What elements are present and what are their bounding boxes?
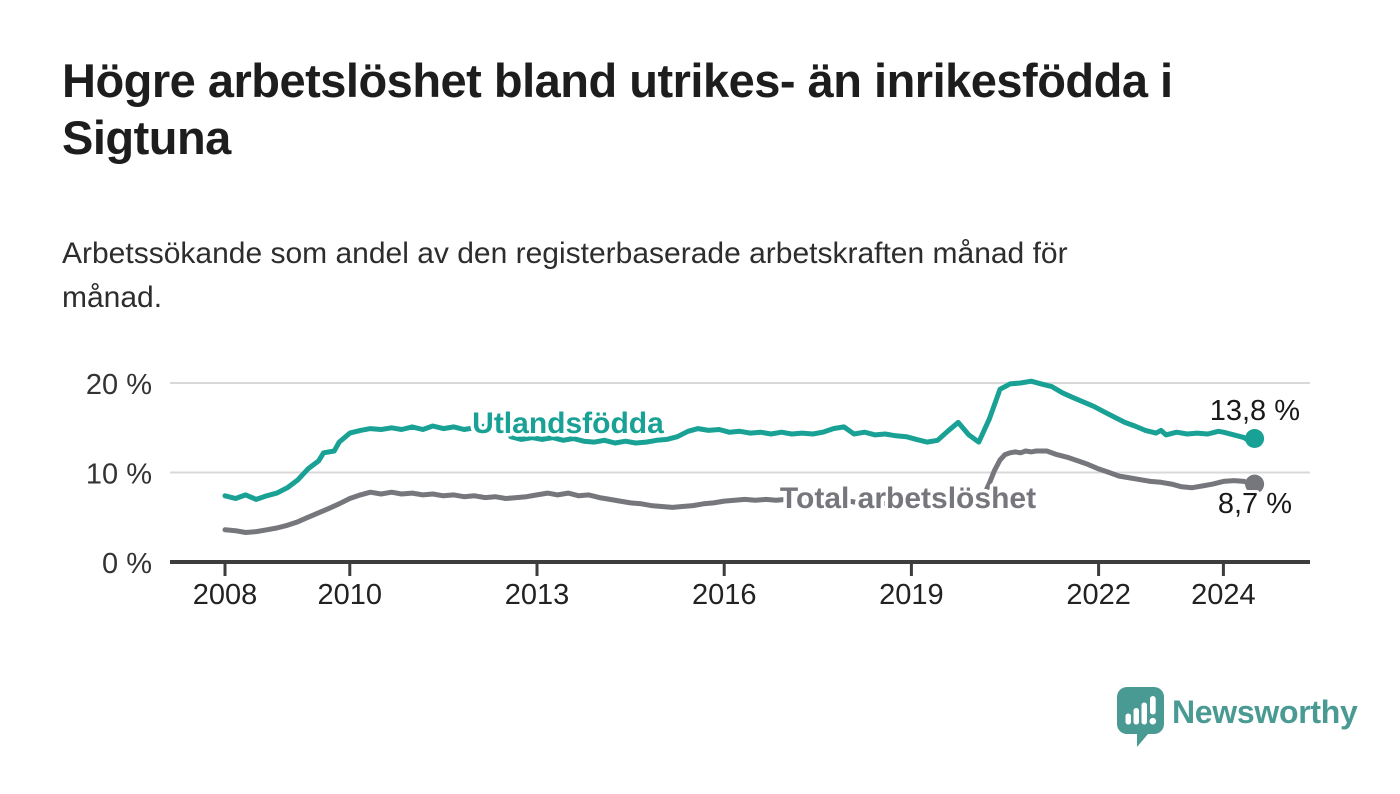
line-total-arbetsloshet	[222, 448, 1258, 535]
page-title: Högre arbetslöshet bland utrikes- än inr…	[62, 52, 1342, 167]
x-tick-label-2008: 2008	[193, 579, 258, 611]
series-label-total-arbetsloshet: Total arbetslöshet	[780, 482, 1036, 515]
newsworthy-logo-text: Newsworthy	[1172, 694, 1358, 730]
newsworthy-pin-bars-icon	[1125, 696, 1157, 725]
x-tick-label-2019: 2019	[879, 579, 944, 611]
series-lines-layer	[222, 378, 1265, 535]
line-utlandsfodda	[222, 378, 1258, 502]
y-axis-label-10: 10 %	[86, 459, 152, 491]
x-tick-label-2024: 2024	[1191, 579, 1256, 611]
page-title-line2: Sigtuna	[62, 111, 231, 165]
end-dot-utlandsfodda	[1245, 428, 1265, 448]
newsworthy-pin-icon	[1117, 687, 1164, 747]
x-tick-label-2022: 2022	[1066, 579, 1131, 611]
end-value-label-utlandsfodda: 13,8 %	[1210, 395, 1300, 427]
chart-labels-layer: Utlandsfödda Total arbetslöshet 13,8 % 8…	[469, 392, 1303, 523]
x-tick-label-2016: 2016	[692, 579, 757, 611]
y-axis-label-0: 0 %	[102, 548, 152, 580]
page-subtitle-line2: månad.	[62, 280, 163, 314]
page-subtitle-line1: Arbetssökande som andel av den registerb…	[62, 237, 1068, 270]
y-axis-label-20: 20 %	[86, 369, 152, 401]
newsworthy-logo: Newsworthy	[1117, 687, 1358, 747]
page-title-line1: Högre arbetslöshet bland utrikes- än inr…	[62, 54, 1173, 107]
end-value-label-total-arbetsloshet: 8,7 %	[1218, 488, 1292, 520]
x-tick-label-2010: 2010	[318, 579, 383, 611]
page-subtitle: Arbetssökande som andel av den registerb…	[62, 232, 1282, 319]
gridlines-layer: 0 % 10 % 20 %	[86, 369, 1310, 580]
x-tick-label-2013: 2013	[505, 579, 570, 611]
x-axis-layer: 2008 2010 2013 2016 2019 2022 2024	[170, 560, 1310, 611]
series-label-utlandsfodda: Utlandsfödda	[472, 407, 664, 440]
end-dot-total-arbetsloshet	[1245, 474, 1265, 494]
